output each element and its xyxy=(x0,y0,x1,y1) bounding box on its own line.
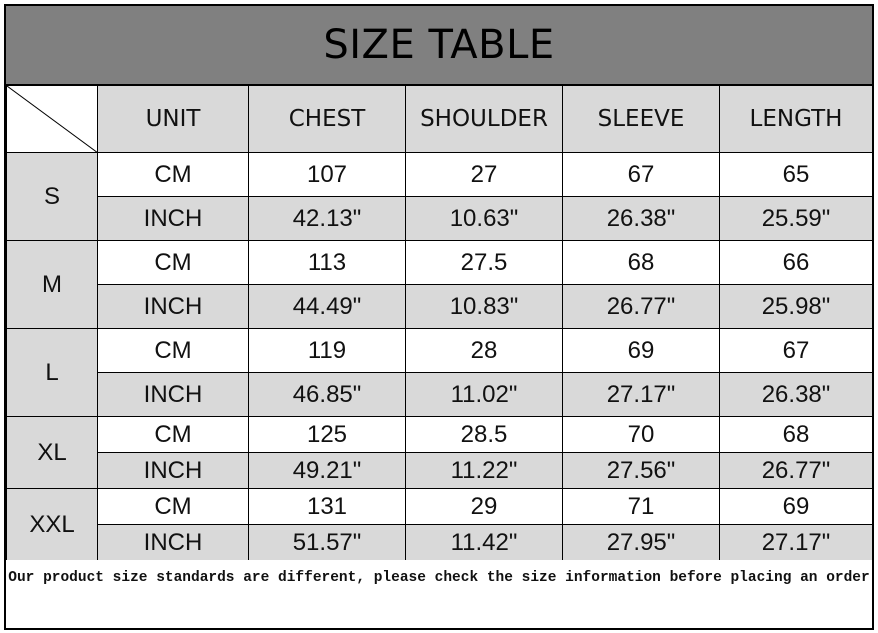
measurement-cell: 68 xyxy=(719,416,873,453)
column-header: UNIT xyxy=(97,85,249,153)
measurement-cell: 119 xyxy=(248,328,406,373)
table-row: INCH 44.49" 10.83" 26.77" 25.98" xyxy=(7,284,873,329)
size-label: M xyxy=(6,240,98,329)
measurement-cell: 65 xyxy=(719,152,873,197)
table-row: L CM 119 28 69 67 xyxy=(6,328,873,417)
measurement-cell: 28.5 xyxy=(405,416,563,453)
table-row: INCH 42.13" 10.63" 26.38" 25.59" xyxy=(7,196,873,241)
size-label: XXL xyxy=(6,488,98,561)
measurement-cell: 49.21" xyxy=(248,452,406,489)
unit-cell: CM xyxy=(97,240,249,285)
table-row: INCH 46.85" 11.02" 27.17" 26.38" xyxy=(7,372,873,417)
measurement-cell: 46.85" xyxy=(248,372,406,417)
diagonal-line-icon xyxy=(7,86,98,153)
measurement-cell: 71 xyxy=(562,488,720,525)
table-title: SIZE TABLE xyxy=(6,6,872,85)
measurement-cell: 25.98" xyxy=(719,284,873,329)
measurement-cell: 10.63" xyxy=(405,196,563,241)
corner-cell xyxy=(6,85,98,153)
measurement-cell: 131 xyxy=(248,488,406,525)
measurement-cell: 26.38" xyxy=(719,372,873,417)
size-table: UNIT CHEST SHOULDER SLEEVE LENGTH S CM 107 27 67 6… xyxy=(6,85,873,561)
table-row: XL CM 125 28.5 70 68 xyxy=(6,416,873,489)
measurement-cell: 42.13" xyxy=(248,196,406,241)
unit-cell: INCH xyxy=(97,284,249,329)
table-row: M CM 113 27.5 68 66 xyxy=(6,240,873,329)
column-header: CHEST xyxy=(248,85,406,153)
table-row: XXL CM 131 29 71 69 xyxy=(6,488,873,561)
measurement-cell: 26.38" xyxy=(562,196,720,241)
measurement-cell: 69 xyxy=(719,488,873,525)
table-row: INCH 49.21" 11.22" 27.56" 26.77" xyxy=(7,452,873,489)
column-header: LENGTH xyxy=(719,85,873,153)
header-row: UNIT CHEST SHOULDER SLEEVE LENGTH xyxy=(6,85,873,153)
measurement-cell: 27 xyxy=(405,152,563,197)
measurement-cell: 28 xyxy=(405,328,563,373)
column-header: SLEEVE xyxy=(562,85,720,153)
measurement-cell: 113 xyxy=(248,240,406,285)
size-label: XL xyxy=(6,416,98,489)
measurement-cell: 25.59" xyxy=(719,196,873,241)
column-header: SHOULDER xyxy=(405,85,563,153)
size-table-sheet: SIZE TABLE UNIT CHEST SHOULDER SLEEVE LENGTH… xyxy=(4,4,874,630)
measurement-cell: 66 xyxy=(719,240,873,285)
measurement-cell: 51.57" xyxy=(248,524,406,561)
measurement-cell: 27.17" xyxy=(719,524,873,561)
size-label: S xyxy=(6,152,98,241)
measurement-cell: 26.77" xyxy=(719,452,873,489)
measurement-cell: 26.77" xyxy=(562,284,720,329)
measurement-cell: 27.95" xyxy=(562,524,720,561)
measurement-cell: 27.56" xyxy=(562,452,720,489)
unit-cell: INCH xyxy=(97,524,249,561)
measurement-cell: 107 xyxy=(248,152,406,197)
measurement-cell: 44.49" xyxy=(248,284,406,329)
measurement-cell: 27.17" xyxy=(562,372,720,417)
measurement-cell: 69 xyxy=(562,328,720,373)
measurement-cell: 29 xyxy=(405,488,563,525)
measurement-cell: 27.5 xyxy=(405,240,563,285)
table-row: S CM 107 27 67 65 xyxy=(6,152,873,241)
unit-cell: INCH xyxy=(97,452,249,489)
measurement-cell: 67 xyxy=(562,152,720,197)
unit-cell: CM xyxy=(97,488,249,525)
unit-cell: INCH xyxy=(97,196,249,241)
size-disclaimer: Our product size standards are different… xyxy=(6,560,872,628)
size-label: L xyxy=(6,328,98,417)
measurement-cell: 11.22" xyxy=(405,452,563,489)
unit-cell: CM xyxy=(97,152,249,197)
measurement-cell: 68 xyxy=(562,240,720,285)
measurement-cell: 67 xyxy=(719,328,873,373)
measurement-cell: 70 xyxy=(562,416,720,453)
measurement-cell: 11.42" xyxy=(405,524,563,561)
measurement-cell: 10.83" xyxy=(405,284,563,329)
measurement-cell: 11.02" xyxy=(405,372,563,417)
unit-cell: INCH xyxy=(97,372,249,417)
measurement-cell: 125 xyxy=(248,416,406,453)
unit-cell: CM xyxy=(97,328,249,373)
table-row: INCH 51.57" 11.42" 27.95" 27.17" xyxy=(7,524,873,561)
unit-cell: CM xyxy=(97,416,249,453)
